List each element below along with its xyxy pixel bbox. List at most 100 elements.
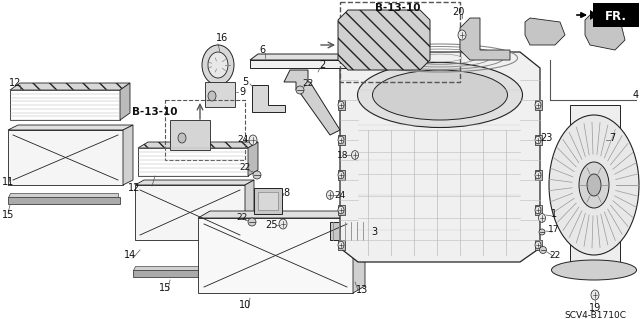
Polygon shape [535, 170, 542, 180]
Text: 7: 7 [609, 133, 615, 143]
Polygon shape [10, 90, 120, 120]
Ellipse shape [253, 171, 261, 179]
Polygon shape [123, 125, 133, 185]
Polygon shape [10, 83, 130, 90]
Polygon shape [8, 197, 120, 204]
Ellipse shape [535, 136, 541, 144]
Text: B-13-10: B-13-10 [375, 3, 420, 13]
Polygon shape [570, 105, 620, 275]
Polygon shape [338, 135, 345, 145]
Ellipse shape [535, 171, 541, 179]
Text: 14: 14 [124, 250, 136, 260]
Text: 19: 19 [589, 303, 601, 313]
Text: 16: 16 [216, 33, 228, 43]
Text: 4: 4 [633, 90, 639, 100]
Polygon shape [338, 240, 345, 250]
Polygon shape [248, 142, 258, 176]
Ellipse shape [202, 45, 234, 85]
Polygon shape [135, 185, 245, 240]
Ellipse shape [535, 101, 541, 109]
Text: 15: 15 [2, 210, 14, 220]
Polygon shape [198, 211, 365, 218]
Ellipse shape [338, 206, 344, 214]
Polygon shape [525, 18, 565, 45]
Text: 24: 24 [237, 136, 248, 145]
Text: 23: 23 [540, 133, 552, 143]
Ellipse shape [338, 171, 344, 179]
Ellipse shape [338, 136, 344, 144]
Polygon shape [338, 100, 345, 110]
Ellipse shape [535, 206, 541, 214]
Polygon shape [8, 125, 133, 130]
Text: 2: 2 [319, 60, 325, 70]
Ellipse shape [358, 63, 522, 128]
Text: SCV4-B1710C: SCV4-B1710C [564, 311, 626, 319]
Ellipse shape [338, 101, 344, 109]
Polygon shape [338, 10, 430, 70]
Polygon shape [353, 211, 365, 293]
Ellipse shape [587, 174, 601, 196]
Text: 1: 1 [551, 209, 557, 219]
Text: 8: 8 [283, 188, 289, 198]
Polygon shape [340, 52, 540, 262]
Ellipse shape [208, 91, 216, 101]
FancyBboxPatch shape [254, 188, 282, 214]
Text: 20: 20 [452, 7, 464, 17]
Ellipse shape [535, 241, 541, 249]
Polygon shape [8, 130, 123, 185]
Polygon shape [8, 193, 118, 197]
Polygon shape [133, 270, 244, 277]
Text: 22: 22 [549, 250, 561, 259]
FancyBboxPatch shape [330, 222, 370, 240]
Polygon shape [135, 180, 254, 185]
Ellipse shape [552, 260, 637, 280]
Text: 9: 9 [239, 87, 245, 97]
Text: 25: 25 [266, 220, 278, 230]
Polygon shape [138, 142, 258, 148]
Text: 22: 22 [239, 164, 251, 173]
Ellipse shape [178, 133, 186, 143]
Ellipse shape [351, 151, 358, 160]
Polygon shape [198, 218, 353, 293]
Polygon shape [338, 205, 345, 215]
Polygon shape [284, 70, 340, 135]
Text: 24: 24 [334, 190, 346, 199]
Text: 22: 22 [302, 78, 314, 87]
Text: 5: 5 [242, 77, 248, 87]
Ellipse shape [248, 218, 256, 226]
Polygon shape [250, 54, 368, 60]
Text: 6: 6 [259, 45, 265, 55]
Polygon shape [535, 240, 542, 250]
Ellipse shape [372, 70, 508, 120]
Ellipse shape [549, 115, 639, 255]
FancyBboxPatch shape [205, 82, 235, 107]
Text: 11: 11 [2, 177, 14, 187]
Polygon shape [133, 266, 242, 270]
Text: 13: 13 [356, 285, 368, 295]
Ellipse shape [538, 214, 545, 222]
Polygon shape [535, 100, 542, 110]
Polygon shape [250, 60, 360, 68]
Polygon shape [535, 135, 542, 145]
Polygon shape [585, 15, 625, 50]
Text: 12: 12 [9, 78, 21, 88]
Polygon shape [245, 180, 254, 240]
Ellipse shape [208, 52, 228, 78]
Ellipse shape [458, 30, 466, 40]
Text: B-13-10: B-13-10 [132, 107, 178, 117]
Polygon shape [138, 148, 248, 176]
Text: 10: 10 [239, 300, 251, 310]
Ellipse shape [540, 247, 547, 254]
Text: 15: 15 [159, 283, 171, 293]
Ellipse shape [539, 229, 545, 235]
Ellipse shape [249, 135, 257, 145]
Text: FR.: FR. [605, 10, 627, 23]
Text: 3: 3 [371, 227, 377, 237]
Ellipse shape [591, 290, 599, 300]
Ellipse shape [296, 86, 304, 94]
FancyBboxPatch shape [170, 120, 210, 150]
Ellipse shape [579, 162, 609, 208]
Ellipse shape [338, 241, 344, 249]
Polygon shape [460, 18, 510, 60]
Text: 12: 12 [128, 183, 140, 193]
